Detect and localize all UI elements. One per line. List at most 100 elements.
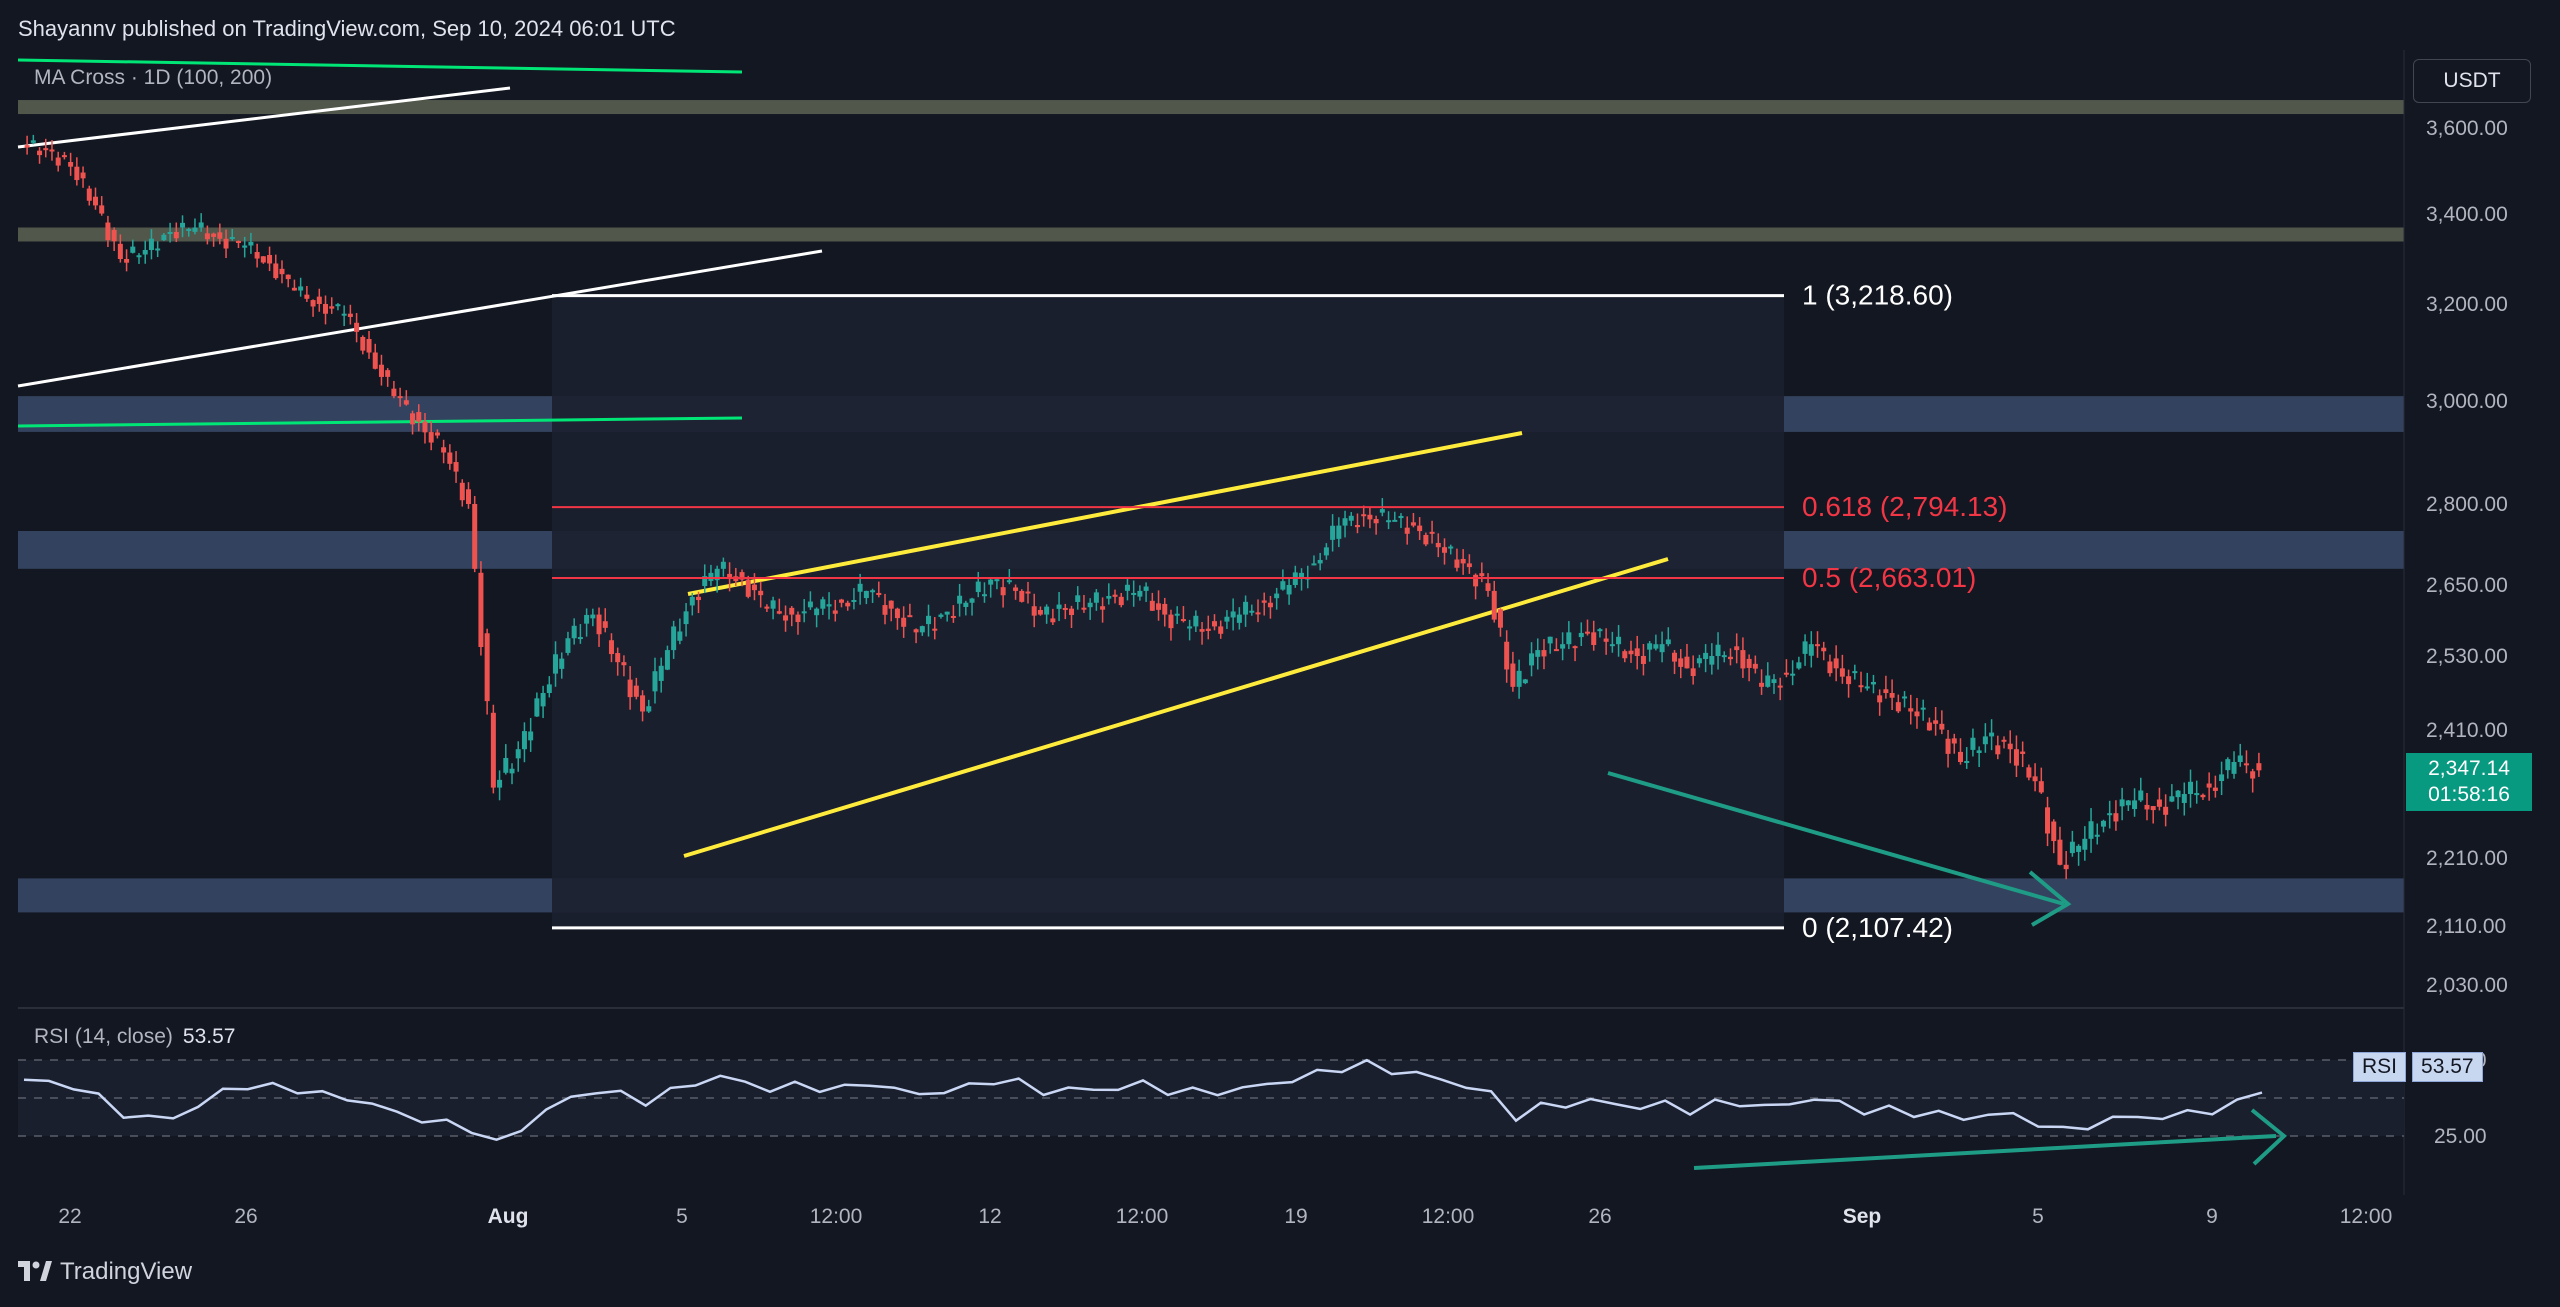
candle-body [1442, 547, 1448, 553]
candle-body [372, 352, 378, 369]
candle-body [1572, 646, 1578, 649]
candle-body [1578, 632, 1584, 638]
price-axis: 3,600.00 3,400.00 3,200.00 3,000.00 2,800.00… [2403, 50, 2508, 1195]
candle-body [198, 222, 204, 228]
price-zone [18, 227, 2404, 242]
candle-body [335, 304, 341, 307]
candlesticks [24, 134, 2262, 880]
candle-body [988, 579, 994, 585]
price-tick-label: 2,210.00 [2426, 847, 2508, 870]
candle-body [1989, 732, 1995, 737]
candle-body [1597, 629, 1603, 632]
candle-body [211, 233, 217, 237]
candle-body [1205, 628, 1211, 631]
time-tick-label: 22 [58, 1205, 81, 1228]
candle-body [745, 579, 751, 597]
trend-line [17, 249, 823, 388]
candle-body [584, 614, 590, 624]
candle-body [1895, 702, 1901, 712]
candle-body [1485, 583, 1491, 591]
time-tick-label: 19 [1284, 1205, 1307, 1228]
candle-body [938, 614, 944, 617]
candle-body [397, 396, 403, 399]
candle-body [192, 227, 198, 232]
candle-body [298, 286, 304, 291]
candle-body [1187, 626, 1193, 629]
candle-body [1920, 707, 1926, 710]
candle-body [1647, 643, 1653, 650]
candle-body [969, 598, 975, 603]
candle-body [1535, 650, 1541, 657]
candle-body [1827, 661, 1833, 674]
candle-body [347, 313, 353, 317]
candle-body [1908, 708, 1914, 712]
time-tick-label: 9 [2206, 1205, 2218, 1228]
candle-body [1050, 618, 1056, 623]
candle-body [1143, 586, 1149, 591]
candle-body [1547, 636, 1553, 644]
candle-body [1902, 696, 1908, 699]
candle-body [385, 370, 391, 377]
tradingview-brand[interactable]: TradingView [18, 1258, 192, 1286]
candle-body [1696, 658, 1702, 664]
candle-body [74, 166, 80, 181]
candle-body [870, 590, 876, 593]
candle-body [2188, 781, 2194, 794]
candle-body [1162, 603, 1168, 615]
candle-body [1417, 525, 1423, 532]
candle-body [497, 779, 503, 788]
last-price-tag: 2,347.14 01:58:16 [2406, 753, 2532, 811]
candle-body [1367, 514, 1373, 520]
candle-body [2212, 787, 2218, 791]
candle-body [180, 222, 186, 228]
candle-body [1926, 722, 1932, 731]
candle-body [1379, 509, 1385, 513]
candle-body [341, 313, 347, 316]
candle-body [1970, 737, 1976, 750]
candle-body [1000, 587, 1006, 596]
candle-body [1957, 751, 1963, 762]
candle-body [1211, 621, 1217, 627]
candle-body [86, 188, 92, 201]
candle-body [1354, 525, 1360, 528]
candle-body [1759, 682, 1765, 687]
candle-body [1808, 644, 1814, 656]
candle-body [204, 233, 210, 240]
candle-body [1174, 613, 1180, 616]
candle-body [1653, 644, 1659, 649]
arrow-head [2028, 870, 2072, 927]
candle-body [1995, 745, 2001, 755]
candle-body [360, 337, 366, 351]
candle-body [739, 572, 745, 580]
time-tick-label: Aug [488, 1205, 529, 1228]
candle-body [1852, 671, 1858, 674]
rsi-divergence-arrowhead [2250, 1108, 2288, 1166]
rsi-legend[interactable]: RSI (14, close) 53.57 [34, 1025, 235, 1049]
candle-body [696, 596, 702, 601]
channel-upper-line [687, 431, 1523, 596]
candle-body [1933, 720, 1939, 724]
time-tick-label: 5 [676, 1205, 688, 1228]
bearish-arrow [1607, 771, 2072, 927]
fib-levels: 1 (3,218.60) 0.618 (2,794.13) 0.5 (2,663.0… [552, 280, 2008, 943]
candle-body [1093, 592, 1099, 603]
candle-body [1734, 646, 1740, 651]
candle-body [1466, 563, 1472, 568]
candle-body [92, 196, 98, 206]
candle-body [627, 679, 633, 698]
candle-body [1299, 572, 1305, 579]
candle-body [1473, 574, 1479, 587]
candle-body [2013, 749, 2019, 766]
candle-body [2144, 804, 2150, 810]
candle-body [1690, 668, 1696, 677]
price-tick-label: 2,650.00 [2426, 574, 2508, 597]
candle-body [167, 232, 173, 234]
ma-cross-legend[interactable]: MA Cross · 1D (100, 200) [34, 66, 273, 89]
candle-body [857, 583, 863, 592]
candle-body [323, 304, 329, 314]
candle-body [994, 579, 1000, 582]
candle-body [615, 653, 621, 663]
currency-button[interactable]: USDT [2413, 59, 2531, 103]
candle-body [2038, 781, 2044, 793]
